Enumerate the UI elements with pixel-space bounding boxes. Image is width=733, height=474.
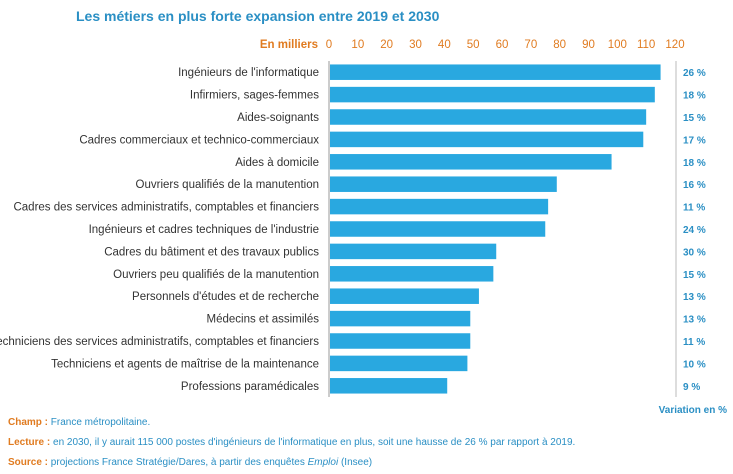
bar [330,86,655,103]
category-label: Aides à domicile [235,157,319,169]
variation-label: 17 % [683,135,706,146]
category-label: Cadres des services administratifs, comp… [13,202,319,214]
x-tick-label: 10 [351,39,364,51]
category-label: Aides-soignants [237,112,319,124]
note-lecture: Lecture : en 2030, il y aurait 115 000 p… [8,437,575,448]
note-source-text-end: (Insee) [338,457,373,468]
chart-title: Les métiers en plus forte expansion entr… [76,8,440,24]
note-source-label: Source : [8,457,49,468]
category-label: Techniciens des services administratifs,… [0,336,319,348]
bar [330,109,647,125]
bar-chart: En milliers 0 10 20 30 40 50 60 70 80 90 100 110 120 I… [0,39,706,397]
note-source-text: projections France Stratégie/Dares, à pa… [50,457,308,468]
bar [330,154,612,170]
bar [330,288,479,304]
bar [330,64,661,80]
variation-label: 11 % [683,203,705,214]
note-champ-text: France métropolitaine. [50,417,151,428]
note-champ: Champ : France métropolitaine. [8,417,150,428]
variation-label: 15 % [683,113,706,124]
bar [330,131,644,148]
variation-label: 9 % [683,382,700,393]
x-tick-label: 100 [608,39,627,51]
x-tick-label: 50 [467,39,480,51]
category-label: Infirmiers, sages-femmes [190,90,319,102]
variation-label: 11 % [683,337,705,348]
x-tick-label: 20 [380,39,393,51]
variation-label: 13 % [683,292,706,303]
category-label: Cadres du bâtiment et des travaux public… [104,246,319,258]
bar [330,378,448,394]
x-tick-label: 70 [524,39,537,51]
bar [330,243,497,260]
x-tick-label: 80 [553,39,566,51]
variation-label: 10 % [683,359,706,370]
category-label: Personnels d'études et de recherche [132,291,319,303]
bar [330,198,549,215]
note-lecture-label: Lecture : [8,437,51,448]
variation-label: 18 % [683,158,706,169]
category-label: Cadres commerciaux et technico-commercia… [79,134,319,146]
bar [330,176,557,192]
bar [330,221,546,237]
x-tick-label: 60 [496,39,509,51]
x-tick-label: 40 [438,39,451,51]
category-label: Professions paramédicales [181,381,319,393]
note-source: Source : projections France Stratégie/Da… [8,457,372,468]
bar [330,266,494,282]
x-tick-label: 30 [409,39,422,51]
x-tick-label: 0 [326,39,332,51]
category-label: Ingénieurs de l'informatique [178,67,319,79]
x-tick-label: 90 [582,39,595,51]
category-label: Ouvriers peu qualifiés de la manutention [113,269,319,281]
category-label: Médecins et assimilés [207,314,320,326]
variation-label: 30 % [683,247,706,258]
variation-label: 16 % [683,180,706,191]
variation-label: 26 % [683,68,706,79]
variation-label: 15 % [683,270,706,281]
x-tick-label: 110 [637,39,655,51]
bar [330,333,471,349]
unit-label: En milliers [260,39,318,51]
category-label: Techniciens et agents de maîtrise de la … [51,358,319,370]
category-label: Ingénieurs et cadres techniques de l'ind… [89,224,319,236]
note-champ-label: Champ : [8,417,48,428]
category-label: Ouvriers qualifiés de la manutention [136,179,319,191]
variation-label: 13 % [683,315,706,326]
x-tick-label: 120 [665,39,684,51]
variation-label: 24 % [683,225,706,236]
bar [330,355,468,372]
variation-label: 18 % [683,91,706,102]
variation-axis-title: Variation en % [658,405,727,416]
note-lecture-text: en 2030, il y aurait 115 000 postes d'in… [53,437,576,448]
bar [330,310,471,327]
note-source-italic: Emploi [307,457,339,468]
